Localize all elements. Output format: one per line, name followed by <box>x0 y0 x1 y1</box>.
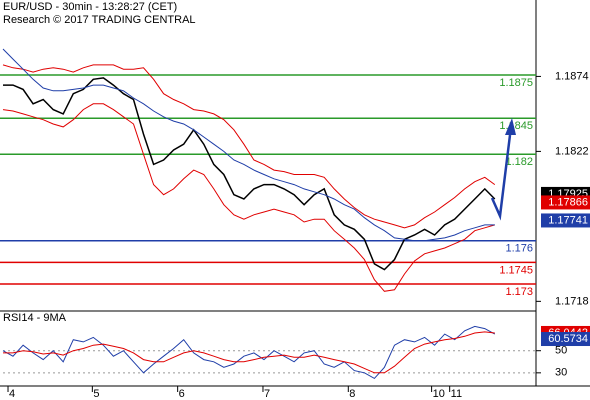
chart-subtitle: Research © 2017 TRADING CENTRAL <box>3 14 196 26</box>
x-tick-label: 6 <box>179 388 185 400</box>
level-label: 1.1875 <box>499 77 533 89</box>
price-flag-label: 1.17741 <box>548 214 588 226</box>
panel-title: RSI14 - 9MA <box>3 312 67 324</box>
price-flag <box>541 195 590 210</box>
x-tick-label: 5 <box>93 388 99 400</box>
arrow-line <box>490 134 512 221</box>
y-tick-label: 1.1822 <box>555 145 589 157</box>
price-flag <box>541 332 590 347</box>
price-flag <box>541 213 590 228</box>
x-tick-label: 4 <box>9 388 15 400</box>
series-line <box>3 331 495 374</box>
x-tick-label: 10 <box>433 388 445 400</box>
arrow-head <box>505 118 516 135</box>
x-tick-label: 8 <box>349 388 355 400</box>
series-line <box>2 325 496 380</box>
chart-title: EUR/USD - 30min - 13:28:27 (CET) <box>3 1 177 13</box>
level-label: 1.182 <box>505 156 533 168</box>
series-line <box>2 64 496 229</box>
x-tick-label: 7 <box>264 388 270 400</box>
series-line <box>2 48 495 242</box>
price-flag-label: 1.17866 <box>548 196 588 208</box>
series-line <box>2 103 495 292</box>
y-tick-label: 50 <box>555 345 567 357</box>
price-flag-label: 60.5734 <box>548 333 588 345</box>
y-tick-label: 1.1874 <box>555 70 589 82</box>
y-tick-label: 30 <box>555 367 567 379</box>
x-tick-label: 11 <box>451 388 462 400</box>
level-label: 1.176 <box>505 243 533 255</box>
level-label: 1.1845 <box>499 120 533 132</box>
y-tick-label: 1.1718 <box>555 295 589 307</box>
level-label: 1.1745 <box>499 264 533 276</box>
level-label: 1.173 <box>505 286 533 298</box>
forecast-arrow <box>490 118 516 221</box>
